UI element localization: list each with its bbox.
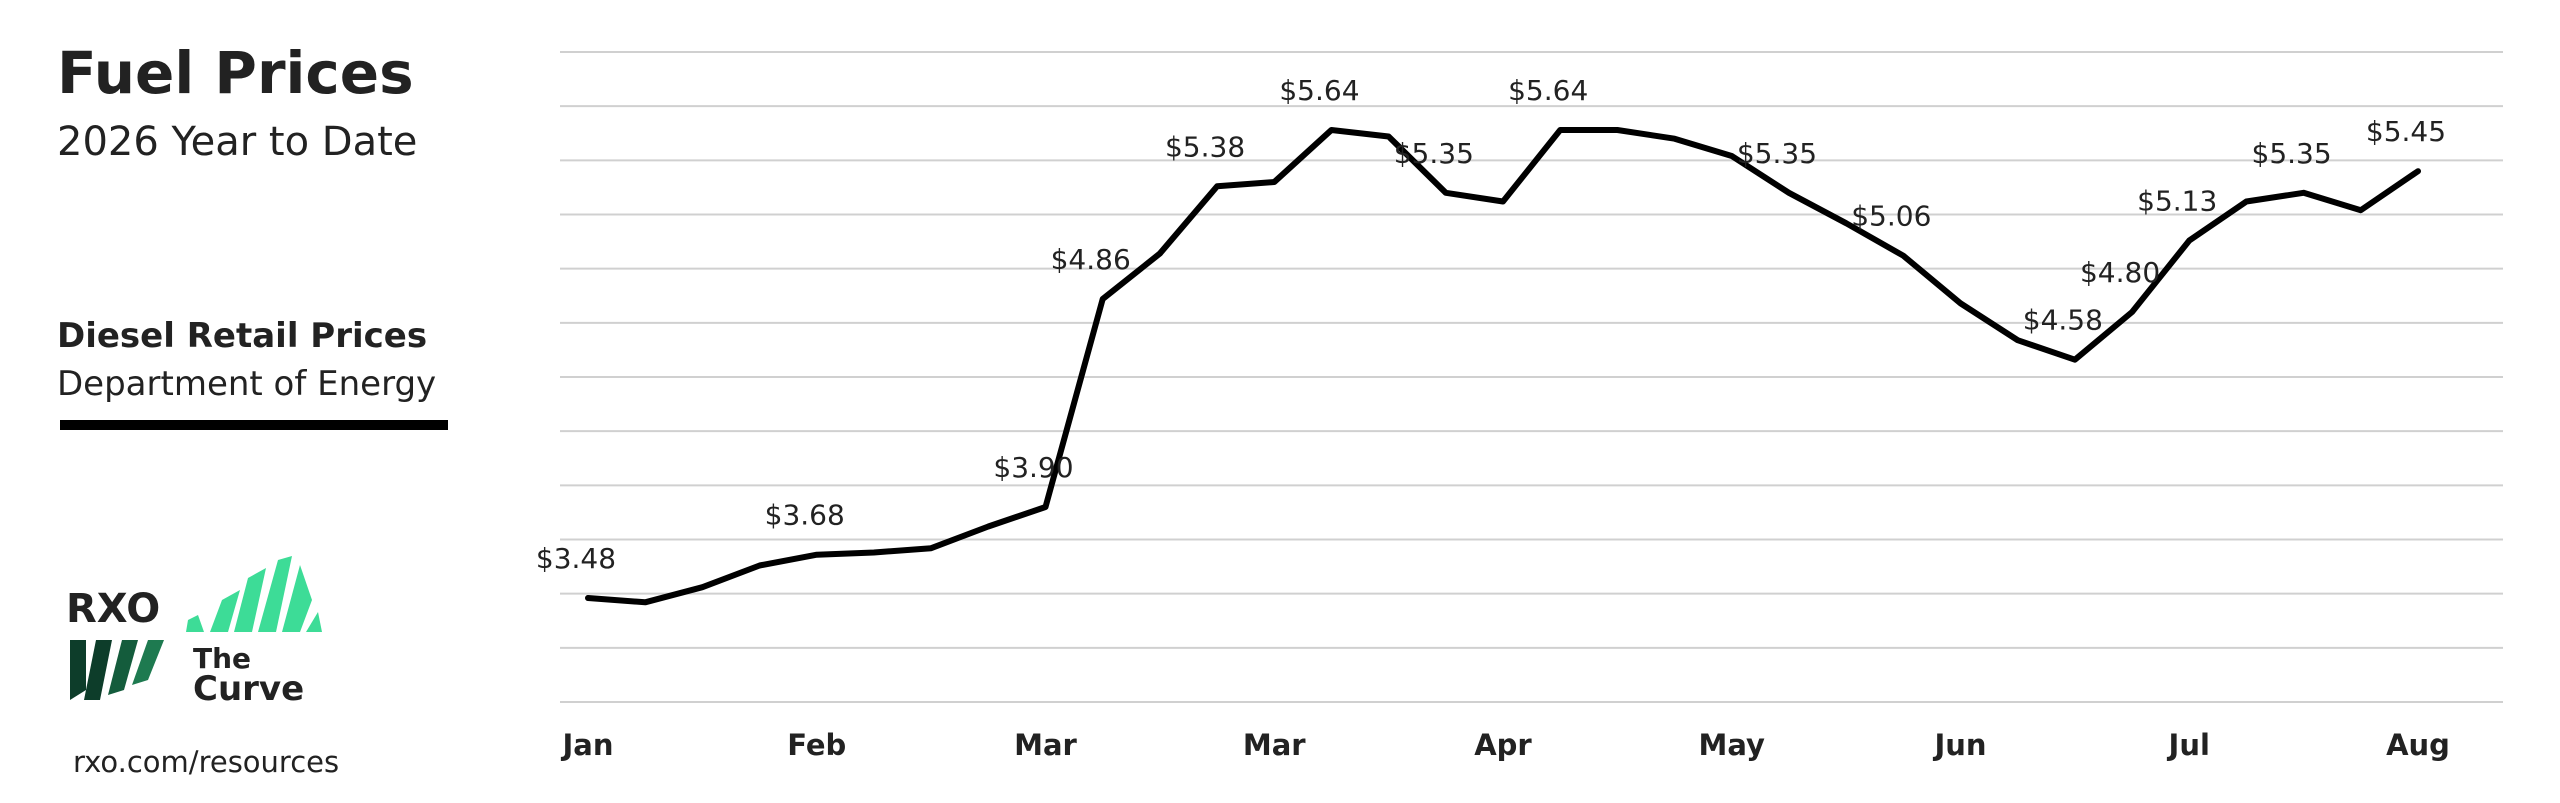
- chart-title: Fuel Prices: [57, 39, 414, 107]
- logo-stripe: [258, 556, 292, 632]
- data-label: $4.80: [2080, 256, 2160, 289]
- data-label: $5.64: [1279, 74, 1359, 107]
- logo-stripe: [108, 640, 138, 695]
- data-label: $3.90: [993, 451, 1073, 484]
- logo-stripe: [186, 615, 204, 632]
- data-label: $5.06: [1851, 200, 1931, 233]
- url: rxo.com/resources: [73, 745, 339, 779]
- x-tick-label: Mar: [1014, 728, 1077, 762]
- x-tick-label: Mar: [1243, 728, 1306, 762]
- data-line: [585, 127, 2421, 606]
- logo-stripe: [306, 612, 322, 632]
- x-tick-label: Jul: [2167, 728, 2210, 762]
- logo-stripe: [84, 640, 112, 700]
- series-title: Diesel Retail Prices: [57, 316, 427, 356]
- data-label: $5.45: [2366, 115, 2446, 148]
- logo-stripe: [282, 565, 312, 632]
- chart-subtitle: 2026 Year to Date: [57, 119, 417, 165]
- x-tick-label: Feb: [787, 728, 846, 762]
- product-text: Curve: [193, 669, 304, 709]
- data-label: $3.68: [765, 499, 845, 532]
- data-label: $5.35: [2252, 137, 2332, 170]
- logo-stripe: [132, 640, 164, 685]
- logo: RXO The Curve: [66, 556, 322, 709]
- x-tick-label: Jun: [1932, 728, 1986, 762]
- data-label: $4.58: [2023, 304, 2103, 337]
- logo-text: RXO: [66, 586, 160, 632]
- data-label: $5.64: [1508, 74, 1588, 107]
- data-label: $5.13: [2137, 185, 2217, 218]
- logo-stripe: [70, 640, 86, 700]
- logo-stripe: [210, 590, 240, 632]
- divider: [60, 420, 448, 430]
- data-label: $5.35: [1394, 137, 1474, 170]
- data-label: $4.86: [1051, 243, 1131, 276]
- data-label: $5.35: [1737, 137, 1817, 170]
- x-tick-label: May: [1699, 728, 1766, 762]
- x-tick-label: Jan: [560, 728, 613, 762]
- data-label: $3.48: [536, 542, 616, 575]
- data-label: $5.38: [1165, 130, 1245, 163]
- product-text: The: [193, 642, 251, 675]
- source: Department of Energy: [57, 364, 436, 404]
- x-tick-label: Apr: [1474, 728, 1532, 762]
- logo-stripe: [234, 568, 266, 632]
- x-tick-label: Aug: [2386, 728, 2450, 762]
